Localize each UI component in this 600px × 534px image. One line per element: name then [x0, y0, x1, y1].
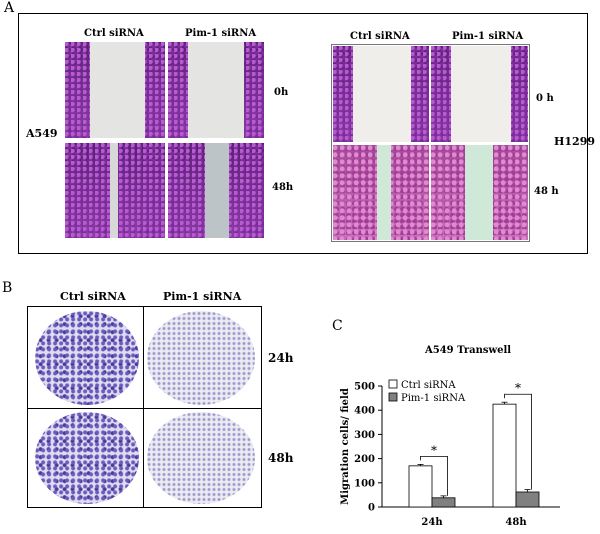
panel-b-time-24h: 24h: [268, 351, 294, 365]
a549-ctrl-48h-image: [65, 143, 165, 238]
h1299-image-frame: [331, 44, 530, 242]
transwell-bar-chart: Migration cells/ field 0 100 200 300 400 500 24…: [340, 379, 560, 528]
panel-b-col-ctrl: Ctrl siRNA: [60, 290, 126, 303]
dish-pim-48h: [147, 412, 255, 504]
y-tick-label-3: 300: [354, 430, 375, 441]
panel-a-col-pim: Pim-1 siRNA: [185, 28, 257, 39]
h1299-pim-48h-image: [431, 145, 528, 240]
panel-a-letter: A: [4, 0, 15, 16]
significance-bracket-1: [504, 393, 532, 490]
panel-a-h1299-time-48h: 48 h: [534, 186, 559, 197]
h1299-ctrl-0h-image: [333, 46, 429, 142]
significance-star-0: *: [431, 443, 437, 457]
a549-pim-48h-image: [168, 143, 264, 238]
panel-b-vertical-divider: [143, 306, 144, 508]
panel-a-time-48h: 48h: [272, 182, 294, 193]
legend-swatch-1: [388, 392, 398, 402]
significance-bracket-0: [420, 456, 448, 496]
y-axis-label: Migration cells/ field: [340, 388, 351, 505]
panel-b-time-48h: 48h: [268, 451, 294, 465]
h1299-ctrl-48h-image: [333, 145, 429, 240]
x-tick-label-1: 48h: [505, 517, 527, 528]
panel-a-cell-line-a549: A549: [26, 127, 58, 140]
a549-ctrl-0h-image: [65, 42, 165, 138]
bar-1-0: [492, 403, 517, 508]
legend-label-0: Ctrl siRNA: [401, 380, 456, 391]
dish-pim-24h: [147, 311, 255, 405]
chart-title: A549 Transwell: [425, 345, 512, 356]
panel-a-frame: [18, 13, 588, 254]
panel-a-cell-line-h1299: H1299: [554, 135, 596, 148]
panel-b-frame: [27, 306, 262, 508]
y-tick-label-0: 0: [368, 503, 375, 514]
panel-a-time-0h: 0h: [274, 87, 289, 98]
y-tick-label-2: 200: [354, 454, 375, 465]
panel-c-letter: C: [332, 318, 343, 334]
y-tick-label-4: 400: [354, 406, 375, 417]
panel-b-letter: B: [2, 280, 13, 296]
panel-b-col-pim: Pim-1 siRNA: [163, 290, 242, 303]
significance-star-1: *: [515, 381, 521, 395]
h1299-pim-0h-image: [431, 46, 528, 142]
dish-ctrl-24h: [35, 311, 139, 405]
panel-a-col-ctrl: Ctrl siRNA: [84, 28, 144, 39]
y-tick-label-1: 100: [354, 478, 375, 489]
panel-b-horizontal-divider: [27, 408, 262, 409]
panel-a-h1299-time-0h: 0 h: [536, 93, 554, 104]
x-tick-label-0: 24h: [421, 517, 443, 528]
bar-1-1: [515, 491, 540, 508]
legend-label-1: Pim-1 siRNA: [401, 393, 466, 404]
a549-pim-0h-image: [168, 42, 264, 138]
dish-ctrl-48h: [35, 412, 139, 504]
bar-0-0: [408, 465, 433, 508]
bar-0-1: [431, 497, 456, 508]
y-tick-label-5: 500: [354, 382, 375, 393]
panel-a-h1299-col-pim: Pim-1 siRNA: [452, 31, 524, 42]
legend-swatch-0: [388, 379, 398, 389]
panel-a-h1299-col-ctrl: Ctrl siRNA: [350, 31, 410, 42]
